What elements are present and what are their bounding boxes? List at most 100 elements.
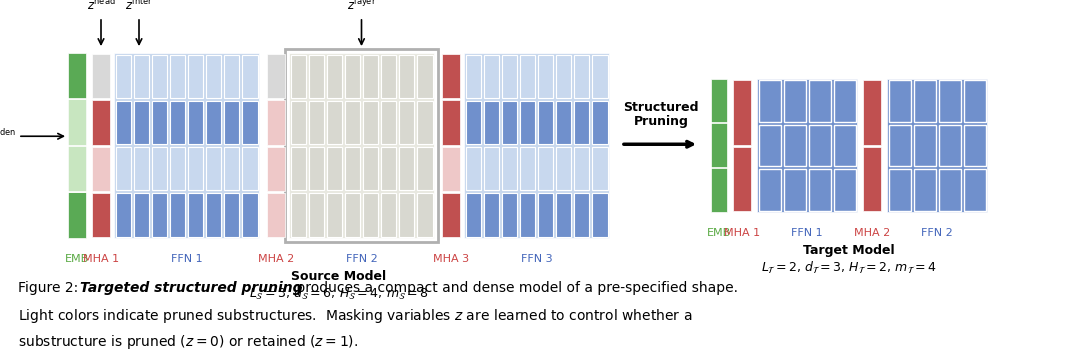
Bar: [939, 125, 960, 166]
Bar: [502, 193, 517, 237]
Bar: [291, 147, 306, 190]
Bar: [381, 101, 396, 144]
Text: FFN 2: FFN 2: [346, 254, 377, 264]
Bar: [863, 80, 881, 144]
Bar: [152, 193, 167, 237]
Bar: [442, 147, 460, 191]
Bar: [538, 193, 553, 237]
Bar: [400, 101, 415, 144]
Bar: [464, 53, 609, 238]
Bar: [939, 80, 960, 122]
Bar: [556, 147, 571, 190]
Bar: [188, 147, 203, 190]
Bar: [592, 54, 607, 98]
Bar: [758, 125, 781, 166]
Text: FFN 1: FFN 1: [171, 254, 202, 264]
Bar: [809, 80, 831, 122]
Bar: [758, 169, 781, 211]
Bar: [267, 100, 285, 144]
Text: MHA 2: MHA 2: [258, 254, 294, 264]
Bar: [556, 54, 571, 98]
Bar: [134, 193, 149, 237]
Bar: [442, 193, 460, 237]
Bar: [242, 193, 257, 237]
Bar: [556, 101, 571, 144]
Bar: [291, 101, 306, 144]
Bar: [188, 54, 203, 98]
Bar: [242, 54, 257, 98]
Bar: [267, 54, 285, 98]
Bar: [116, 193, 131, 237]
Bar: [592, 193, 607, 237]
Bar: [309, 193, 324, 237]
Bar: [575, 193, 590, 237]
Bar: [809, 125, 831, 166]
Bar: [400, 147, 415, 190]
Bar: [519, 193, 535, 237]
Text: Figure 2:: Figure 2:: [18, 281, 81, 295]
Bar: [484, 54, 499, 98]
Bar: [863, 147, 881, 211]
Bar: [225, 147, 240, 190]
Text: produces a compact and dense model of a pre-specified shape.: produces a compact and dense model of a …: [292, 281, 738, 295]
Text: MHA 1: MHA 1: [724, 228, 760, 238]
Bar: [363, 54, 378, 98]
Bar: [733, 80, 751, 144]
Bar: [465, 54, 481, 98]
Bar: [206, 101, 221, 144]
Bar: [939, 169, 960, 211]
Text: FFN 2: FFN 2: [921, 228, 953, 238]
Text: $z^{\mathrm{hidden}}$: $z^{\mathrm{hidden}}$: [0, 128, 16, 144]
Bar: [914, 80, 935, 122]
Bar: [225, 193, 240, 237]
Bar: [363, 193, 378, 237]
Bar: [502, 54, 517, 98]
Bar: [381, 147, 396, 190]
Bar: [733, 147, 751, 211]
Bar: [519, 147, 535, 190]
Bar: [442, 54, 460, 98]
Text: Pruning: Pruning: [634, 115, 688, 128]
Bar: [834, 169, 855, 211]
Bar: [400, 193, 415, 237]
Bar: [809, 169, 831, 211]
Bar: [889, 80, 910, 122]
Bar: [242, 147, 257, 190]
Bar: [556, 193, 571, 237]
Bar: [519, 54, 535, 98]
Bar: [400, 54, 415, 98]
Bar: [152, 101, 167, 144]
Bar: [592, 101, 607, 144]
Bar: [538, 54, 553, 98]
Bar: [783, 80, 806, 122]
Bar: [170, 147, 185, 190]
Bar: [116, 101, 131, 144]
Bar: [758, 80, 781, 122]
Bar: [757, 79, 858, 212]
Bar: [538, 147, 553, 190]
Bar: [206, 147, 221, 190]
Bar: [170, 101, 185, 144]
Bar: [242, 101, 257, 144]
Bar: [92, 147, 110, 191]
Bar: [68, 53, 86, 238]
Text: $L_\mathcal{T}=2,\,d_\mathcal{T}=3,\,H_\mathcal{T}=2,\,m_\mathcal{T}=4$: $L_\mathcal{T}=2,\,d_\mathcal{T}=3,\,H_\…: [761, 260, 936, 276]
Bar: [267, 193, 285, 237]
Bar: [309, 147, 324, 190]
Bar: [538, 101, 553, 144]
Bar: [225, 54, 240, 98]
Bar: [889, 125, 910, 166]
Text: MHA 3: MHA 3: [433, 254, 469, 264]
Bar: [465, 193, 481, 237]
Bar: [963, 80, 986, 122]
Bar: [309, 101, 324, 144]
Bar: [442, 100, 460, 144]
Text: $z^{\mathrm{head}}$: $z^{\mathrm{head}}$: [86, 0, 116, 13]
Bar: [381, 193, 396, 237]
Bar: [417, 54, 432, 98]
Text: $z^{\mathrm{layer}}$: $z^{\mathrm{layer}}$: [347, 0, 376, 13]
Bar: [291, 54, 306, 98]
Bar: [417, 193, 432, 237]
Bar: [309, 54, 324, 98]
Bar: [152, 147, 167, 190]
